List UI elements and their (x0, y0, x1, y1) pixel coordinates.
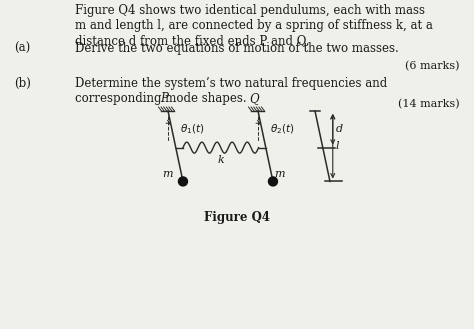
Text: (a): (a) (14, 42, 30, 55)
Text: k: k (218, 155, 224, 164)
Text: Derive the two equations of motion of the two masses.: Derive the two equations of motion of th… (75, 42, 399, 55)
Text: $\theta_2(t)$: $\theta_2(t)$ (270, 122, 294, 136)
Text: Figure Q4: Figure Q4 (204, 211, 270, 224)
Circle shape (179, 177, 188, 186)
Text: (b): (b) (14, 77, 31, 90)
Text: (6 marks): (6 marks) (405, 61, 460, 71)
Circle shape (268, 177, 277, 186)
Text: Q: Q (249, 92, 259, 105)
Text: Determine the system’s two natural frequencies and
corresponding mode shapes.: Determine the system’s two natural frequ… (75, 77, 387, 105)
Text: m: m (163, 169, 173, 179)
Text: (14 marks): (14 marks) (398, 99, 460, 109)
Text: d: d (336, 124, 343, 134)
Text: $\theta_1(t)$: $\theta_1(t)$ (180, 122, 204, 136)
Text: l: l (336, 141, 339, 151)
Text: P: P (160, 92, 168, 105)
Text: m: m (274, 169, 284, 179)
Text: Figure Q4 shows two identical pendulums, each with mass
m and length l, are conn: Figure Q4 shows two identical pendulums,… (75, 4, 433, 47)
